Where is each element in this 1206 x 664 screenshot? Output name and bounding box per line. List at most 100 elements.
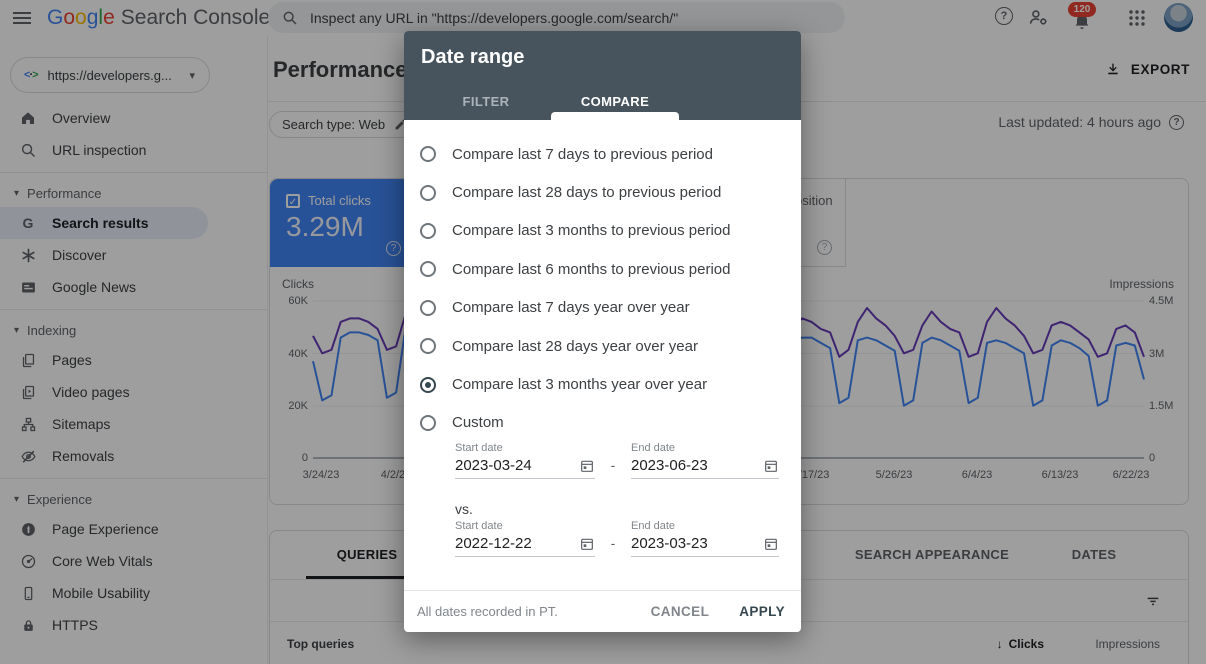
field-label: Start date [455,442,503,454]
hamburger-menu-icon[interactable] [13,12,31,24]
sidebar-item-mobile-usability[interactable]: Mobile Usability [0,577,267,609]
range-dash: - [610,535,616,551]
page-experience-icon [18,521,38,538]
download-icon [1108,63,1118,75]
logo-letter: o [75,6,87,29]
radio-icon [420,338,436,355]
sidebar-item-https[interactable]: HTTPS [0,609,267,641]
radio-option[interactable]: Compare last 7 days year over year [404,289,801,327]
lock-icon [18,617,38,634]
calendar-icon[interactable] [763,536,779,552]
radio-icon [420,222,436,239]
calendar-icon[interactable] [579,536,595,552]
sidebar-item-search-results[interactable]: G Search results [0,207,208,239]
sidebar-item-sitemaps[interactable]: Sitemaps [0,408,267,440]
metric-value: 3.29M [286,211,364,242]
user-settings-button[interactable] [1028,7,1050,29]
calendar-icon[interactable] [763,458,779,474]
sidebar-group-indexing[interactable]: ▾ Indexing [0,316,267,344]
help-button[interactable]: ? [995,7,1017,29]
code-icon: <·> [24,69,39,81]
sidebar-item-label: Pages [52,352,92,368]
help-icon[interactable]: ? [817,240,832,255]
sidebar-nav: Overview URL inspection ▾ Performance G … [0,102,267,641]
compare-end-date-input[interactable] [631,535,763,552]
sidebar-item-overview[interactable]: Overview [0,102,267,134]
url-inspect-input[interactable] [310,9,845,26]
export-label: EXPORT [1130,61,1190,77]
sidebar-item-google-news[interactable]: Google News [0,271,267,303]
caret-down-icon: ▾ [14,187,20,199]
radio-option[interactable]: Compare last 28 days year over year [404,327,801,365]
filter-button[interactable] [1145,593,1161,614]
radio-option[interactable]: Custom [404,404,801,442]
start-date-input[interactable] [455,457,579,474]
calendar-icon[interactable] [579,458,595,474]
sidebar-item-label: Discover [52,247,107,263]
sidebar-item-url-inspection[interactable]: URL inspection [0,134,267,166]
sidebar-item-pages[interactable]: Pages [0,344,267,376]
radio-option[interactable]: Compare last 3 months year over year [404,365,801,403]
search-type-chip[interactable]: Search type: Web [269,111,421,138]
tab-queries[interactable]: QUERIES [336,547,398,562]
sidebar-group-performance[interactable]: ▾ Performance [0,179,267,207]
mobile-icon [18,585,38,602]
pencil-icon [395,119,406,130]
help-icon[interactable]: ? [386,241,401,256]
range-dash: - [610,457,616,473]
sidebar-item-page-experience[interactable]: Page Experience [0,513,267,545]
column-header-impressions[interactable]: Impressions [1095,637,1160,651]
sidebar-item-removals[interactable]: Removals [0,440,267,472]
sidebar-item-video-pages[interactable]: Video pages [0,376,267,408]
info-icon[interactable]: ? [1169,114,1184,130]
tab-dates[interactable]: DATES [1071,547,1117,562]
vs-label: vs. [455,501,473,517]
compare-start-date-input[interactable] [455,535,579,552]
notifications-button[interactable] [1072,12,1092,32]
radio-option[interactable]: Compare last 7 days to previous period [404,135,801,173]
sidebar-group-experience[interactable]: ▾ Experience [0,485,267,513]
radio-option[interactable]: Compare last 3 months to previous period [404,212,801,250]
active-tab-indicator [551,112,679,120]
export-button[interactable]: EXPORT [1105,61,1190,77]
end-date-input[interactable] [631,457,763,474]
dialog-tab-compare[interactable]: COMPARE [580,94,650,109]
sidebar-item-label: Overview [52,110,111,126]
radio-option[interactable]: Compare last 6 months to previous period [404,250,801,288]
radio-icon [420,184,436,201]
divider [0,172,267,173]
metric-card-total-clicks[interactable]: ✓ Total clicks 3.29M ? [270,179,414,267]
sidebar-item-label: HTTPS [52,617,98,633]
avatar[interactable] [1164,3,1193,32]
apply-button[interactable]: APPLY [739,604,785,619]
sidebar-item-discover[interactable]: Discover [0,239,267,271]
property-selector[interactable]: <·> https://developers.g... ▾ [10,57,210,93]
sitemap-icon [18,416,38,433]
url-inspect-search-bar[interactable] [268,2,845,33]
product-name: Search Console [120,6,271,29]
sidebar-item-core-web-vitals[interactable]: Core Web Vitals [0,545,267,577]
sidebar-group-label: Indexing [27,322,77,338]
sidebar: <·> https://developers.g... ▾ Overview U… [0,36,268,664]
sidebar-item-label: Core Web Vitals [52,553,153,569]
logo-letter: o [63,6,76,29]
cancel-button[interactable]: CANCEL [650,604,710,619]
google-apps-grid-button[interactable] [1128,9,1146,32]
person-gear-icon [1029,10,1047,25]
radio-option[interactable]: Compare last 28 days to previous period [404,173,801,211]
table-header-row: Top queries ↓ Clicks Impressions [270,621,1188,664]
sidebar-item-label: Page Experience [52,521,159,537]
caret-down-icon: ▾ [14,493,20,505]
column-header-clicks[interactable]: ↓ Clicks [996,637,1044,651]
metric-label: Total clicks [308,193,371,208]
radio-icon [420,376,436,393]
dialog-header: Date range FILTER COMPARE [404,31,801,120]
search-icon [18,142,38,159]
dialog-tab-filter[interactable]: FILTER [462,94,510,109]
search-type-label: Search type: Web [282,117,386,132]
tab-search-appearance[interactable]: SEARCH APPEARANCE [854,547,1010,562]
sidebar-item-label: Google News [52,279,137,295]
filter-list-icon [1147,597,1159,606]
sidebar-item-label: Sitemaps [52,416,111,432]
